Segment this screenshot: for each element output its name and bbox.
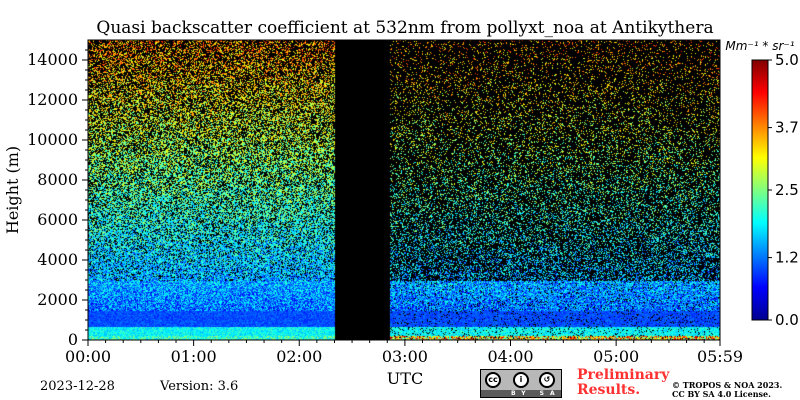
y-tick-label: 4000 [37,250,78,269]
by-circle-icon: i [513,372,529,388]
sa-circle-icon: ↺ [539,372,555,388]
chart-title: Quasi backscatter coefficient at 532nm f… [96,18,713,38]
x-tick-label: 00:00 [65,347,111,366]
colorbar-tick-label: 1.2 [775,249,799,267]
heatmap-layer [88,40,720,340]
x-tick-label: 05:00 [593,347,639,366]
colorbar-tick-label: 0.0 [775,311,799,329]
x-axis-title: UTC [387,369,423,388]
heatmap-image [88,40,720,340]
y-axis-title: Height (m) [3,146,22,234]
cc-by-sa-icon: cc i ↺ BY SA [480,369,562,398]
y-tick-label: 14000 [27,50,78,69]
preliminary-results-label: Preliminary Results. [577,368,669,398]
preliminary-line2: Results. [577,382,641,398]
colorbar-tick-label: 3.7 [775,119,799,137]
cc-circle-icon: cc [485,372,501,388]
y-tick-label: 8000 [37,170,78,189]
colorbar-axis: 0.0 1.2 2.5 3.7 5.0 [768,51,799,329]
x-tick-label: 02:00 [276,347,322,366]
y-tick-label: 6000 [37,210,78,229]
y-axis: 0 2000 4000 6000 8000 10000 12000 14000 [27,49,88,349]
cc-badge-top: cc i ↺ [481,370,561,390]
colorbar-tick-label: 2.5 [775,181,799,199]
colorbar-tick-label: 5.0 [775,51,799,69]
colorbar-unit-label: Mm⁻¹ * sr⁻¹ [725,39,794,53]
y-tick-label: 0 [68,330,78,349]
x-tick-label: 01:00 [171,347,217,366]
copyright-line1: © TROPOS & NOA 2023. [672,380,783,390]
y-tick-label: 10000 [27,130,78,149]
cc-badge-text: BY SA [511,390,561,397]
copyright-notice: © TROPOS & NOA 2023. CC BY SA 4.0 Licens… [672,381,782,399]
version-label: Version: 3.6 [160,379,239,394]
x-tick-label: 03:00 [382,347,428,366]
y-tick-label: 2000 [37,290,78,309]
preliminary-line1: Preliminary [577,367,670,383]
date-label: 2023-12-28 [40,379,115,394]
x-axis: 00:00 01:00 02:00 03:00 04:00 05:00 05:59 [65,340,743,366]
copyright-line2: CC BY SA 4.0 License. [672,389,771,399]
x-tick-label: 04:00 [487,347,533,366]
x-tick-label: 05:59 [697,347,743,366]
y-tick-label: 12000 [27,90,78,109]
colorbar [751,59,769,321]
